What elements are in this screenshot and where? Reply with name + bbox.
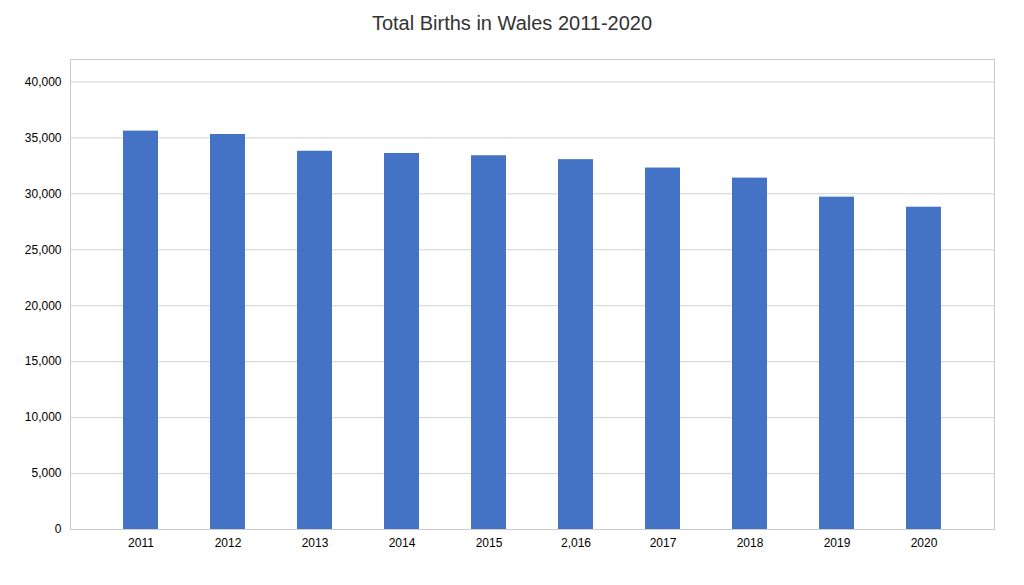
svg-text:40,000: 40,000 bbox=[25, 75, 62, 89]
svg-text:2015: 2015 bbox=[476, 536, 503, 550]
html-text:Total Births in Wales 2011-202: Total Births in Wales 2011-2020 bbox=[371, 12, 653, 34]
svg-text:2020: 2020 bbox=[911, 536, 938, 550]
svg-text:5,000: 5,000 bbox=[31, 466, 61, 480]
svg-text:2013: 2013 bbox=[302, 536, 329, 550]
svg-text:2,016: 2,016 bbox=[561, 536, 591, 550]
svg-text:0: 0 bbox=[55, 522, 62, 536]
svg-text:30,000: 30,000 bbox=[25, 187, 62, 201]
svg-text:20,000: 20,000 bbox=[25, 299, 62, 313]
svg-text:2011: 2011 bbox=[128, 536, 154, 550]
svg-text:2018: 2018 bbox=[737, 536, 764, 550]
svg-text:2017: 2017 bbox=[650, 536, 677, 550]
svg-text:10,000: 10,000 bbox=[25, 410, 62, 424]
svg-text:2012: 2012 bbox=[215, 536, 242, 550]
svg-text:25,000: 25,000 bbox=[25, 243, 62, 257]
svg-text:2019: 2019 bbox=[824, 536, 851, 550]
svg-text:15,000: 15,000 bbox=[25, 354, 62, 368]
svg-text:35,000: 35,000 bbox=[25, 131, 62, 145]
svg-text:2014: 2014 bbox=[389, 536, 416, 550]
